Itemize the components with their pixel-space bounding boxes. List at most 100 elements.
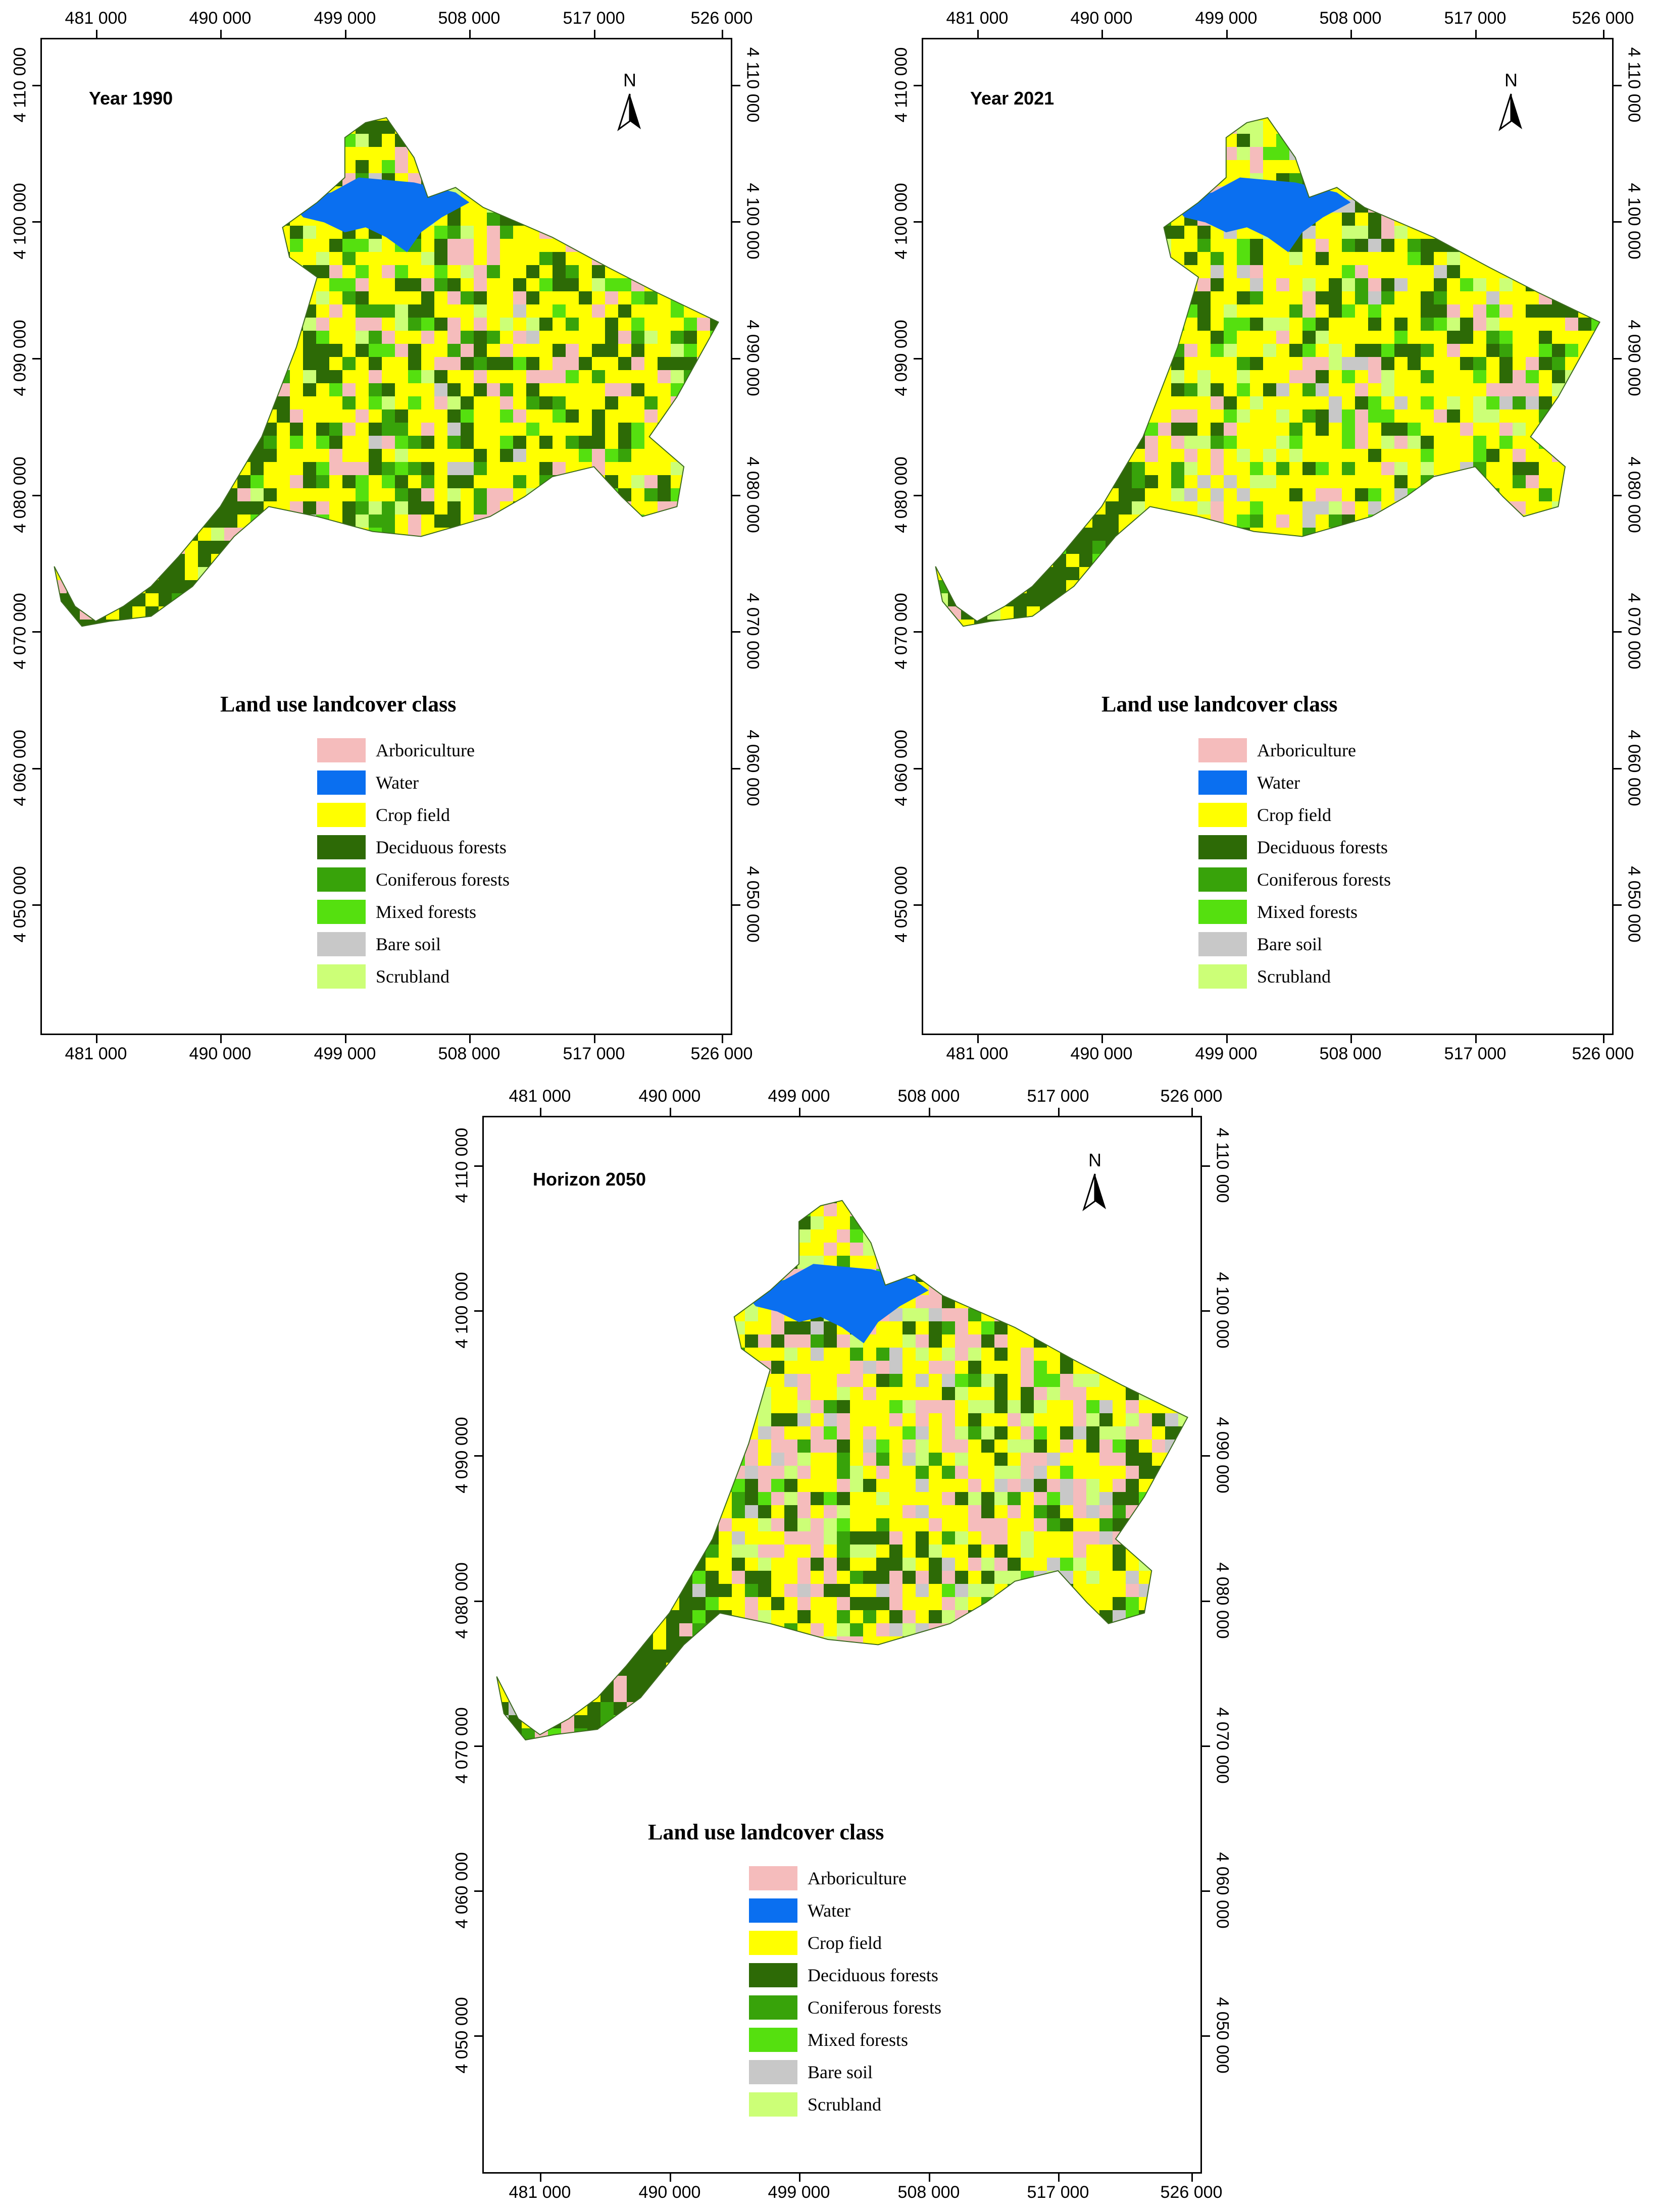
legend-label: Water [1257,773,1300,793]
y-axis-tick [914,85,922,86]
legend-label: Mixed forests [1257,902,1358,922]
legend-item: Crop field [1198,799,1391,831]
x-axis-tick-label: 517 000 [563,1044,625,1063]
x-axis-tick [1475,30,1477,38]
y-axis-tick [1202,1601,1210,1602]
x-axis-tick-label: 508 000 [1319,1044,1382,1063]
land-cover-patches [935,118,1600,627]
x-axis-tick-label: 517 000 [563,9,625,28]
y-axis-tick [1614,221,1622,223]
legend-items: Arboriculture Water Crop field Deciduous fo… [648,1862,941,2121]
x-axis-tick-label: 526 000 [1572,1044,1634,1063]
x-axis-tick-label: 517 000 [1444,9,1507,28]
reservoir-water [1171,177,1351,252]
legend-swatch [1198,738,1247,762]
legend-label: Crop field [1257,805,1331,825]
land-cover-map [54,117,719,627]
x-axis-tick-label: 490 000 [1070,1044,1133,1063]
legend-item: Arboriculture [317,734,510,766]
y-axis-tick-label: 4 110 000 [10,47,30,123]
y-axis-tick [914,221,922,223]
x-axis-tick-label: 490 000 [638,1087,701,1106]
legend-item: Scrubland [317,960,510,993]
legend-swatch [1198,835,1247,859]
legend-swatch [317,900,366,924]
y-axis-tick [1614,358,1622,359]
legend-item: Scrubland [1198,960,1391,993]
y-axis-tick [732,495,740,496]
legend-swatch [749,2060,797,2084]
legend-swatch [317,932,366,956]
y-axis-tick-label: 4 050 000 [10,866,30,943]
legend-label: Deciduous forests [1257,837,1388,857]
y-axis-tick-label: 4 070 000 [891,593,911,670]
y-axis-tick-label: 4 070 000 [10,593,30,670]
y-axis-tick-label: 4 110 000 [452,1127,472,1203]
x-axis-tick-label: 517 000 [1444,1044,1507,1063]
x-axis-tick [670,2174,671,2182]
x-axis-tick-label: 490 000 [638,2183,701,2202]
legend-swatch [1198,964,1247,989]
x-axis-tick-label: 481 000 [65,9,127,28]
x-axis-tick-label: 499 000 [314,1044,376,1063]
y-axis-tick-label: 4 110 000 [743,47,763,123]
legend-label: Coniferous forests [376,869,510,890]
x-axis-tick [670,1108,671,1116]
x-axis-tick-label: 508 000 [897,1087,960,1106]
legend-item: Water [749,1894,941,1927]
legend-swatch [749,1931,797,1955]
legend-title: Land use landcover class [220,692,457,716]
x-axis-tick [594,30,595,38]
y-axis-tick-label: 4 090 000 [1213,1417,1232,1494]
north-arrow-icon: N [1080,1150,1110,1213]
map-title: Year 1990 [89,88,173,109]
y-axis-tick [32,904,40,906]
legend-item: Scrubland [749,2088,941,2121]
y-axis-tick [732,768,740,769]
y-axis-tick [32,768,40,769]
x-axis-tick-label: 490 000 [1070,9,1133,28]
y-axis-tick-label: 4 100 000 [1624,183,1644,260]
y-axis-tick-label: 4 090 000 [891,320,911,396]
y-axis-tick-label: 4 060 000 [1213,1852,1232,1929]
y-axis-tick-label: 4 050 000 [452,1997,472,2074]
legend-label: Water [808,1900,851,1921]
legend-swatch [317,738,366,762]
y-axis-tick-label: 4 100 000 [743,183,763,260]
x-axis-tick [540,1108,541,1116]
x-axis-tick-label: 481 000 [946,9,1009,28]
x-axis-tick [722,1035,723,1043]
y-axis-tick [474,2035,482,2037]
x-axis-tick [799,1108,800,1116]
legend-item: Mixed forests [749,2024,941,2056]
legend-label: Coniferous forests [1257,869,1391,890]
legend: Land use landcover class Arboriculture Wat… [1101,691,1391,993]
x-axis-tick [1226,1035,1228,1043]
x-axis-tick [1058,2174,1060,2182]
legend: Land use landcover class Arboriculture Wat… [648,1819,941,2121]
y-axis-tick-label: 4 070 000 [1624,593,1644,670]
y-axis-tick-label: 4 080 000 [891,456,911,533]
y-axis-tick [1202,1890,1210,1892]
x-axis-tick-label: 526 000 [690,9,753,28]
north-arrow-icon: N [615,70,645,133]
x-axis-tick [722,30,723,38]
y-axis-tick-label: 4 070 000 [1213,1707,1232,1784]
y-axis-tick-label: 4 110 000 [1213,1127,1232,1203]
map-panel: 481 000 481 000 490 000 490 000 499 000 499 0… [453,1087,1232,2202]
legend-swatch [317,835,366,859]
x-axis-tick-label: 508 000 [438,9,500,28]
y-axis-tick [732,85,740,86]
legend-label: Bare soil [808,2062,873,2082]
legend-items: Arboriculture Water Crop field Deciduous fo… [1101,734,1391,993]
y-axis-tick [1614,631,1622,633]
legend-item: Deciduous forests [317,831,510,863]
legend-label: Bare soil [1257,934,1322,954]
legend-item: Coniferous forests [749,1991,941,2024]
reservoir-water [741,1264,929,1344]
land-cover-map [496,1200,1188,1741]
legend-swatch [1198,867,1247,892]
x-axis-tick-label: 526 000 [1160,2183,1223,2202]
land-cover-patches [496,1200,1188,1740]
y-axis-tick [474,1165,482,1167]
